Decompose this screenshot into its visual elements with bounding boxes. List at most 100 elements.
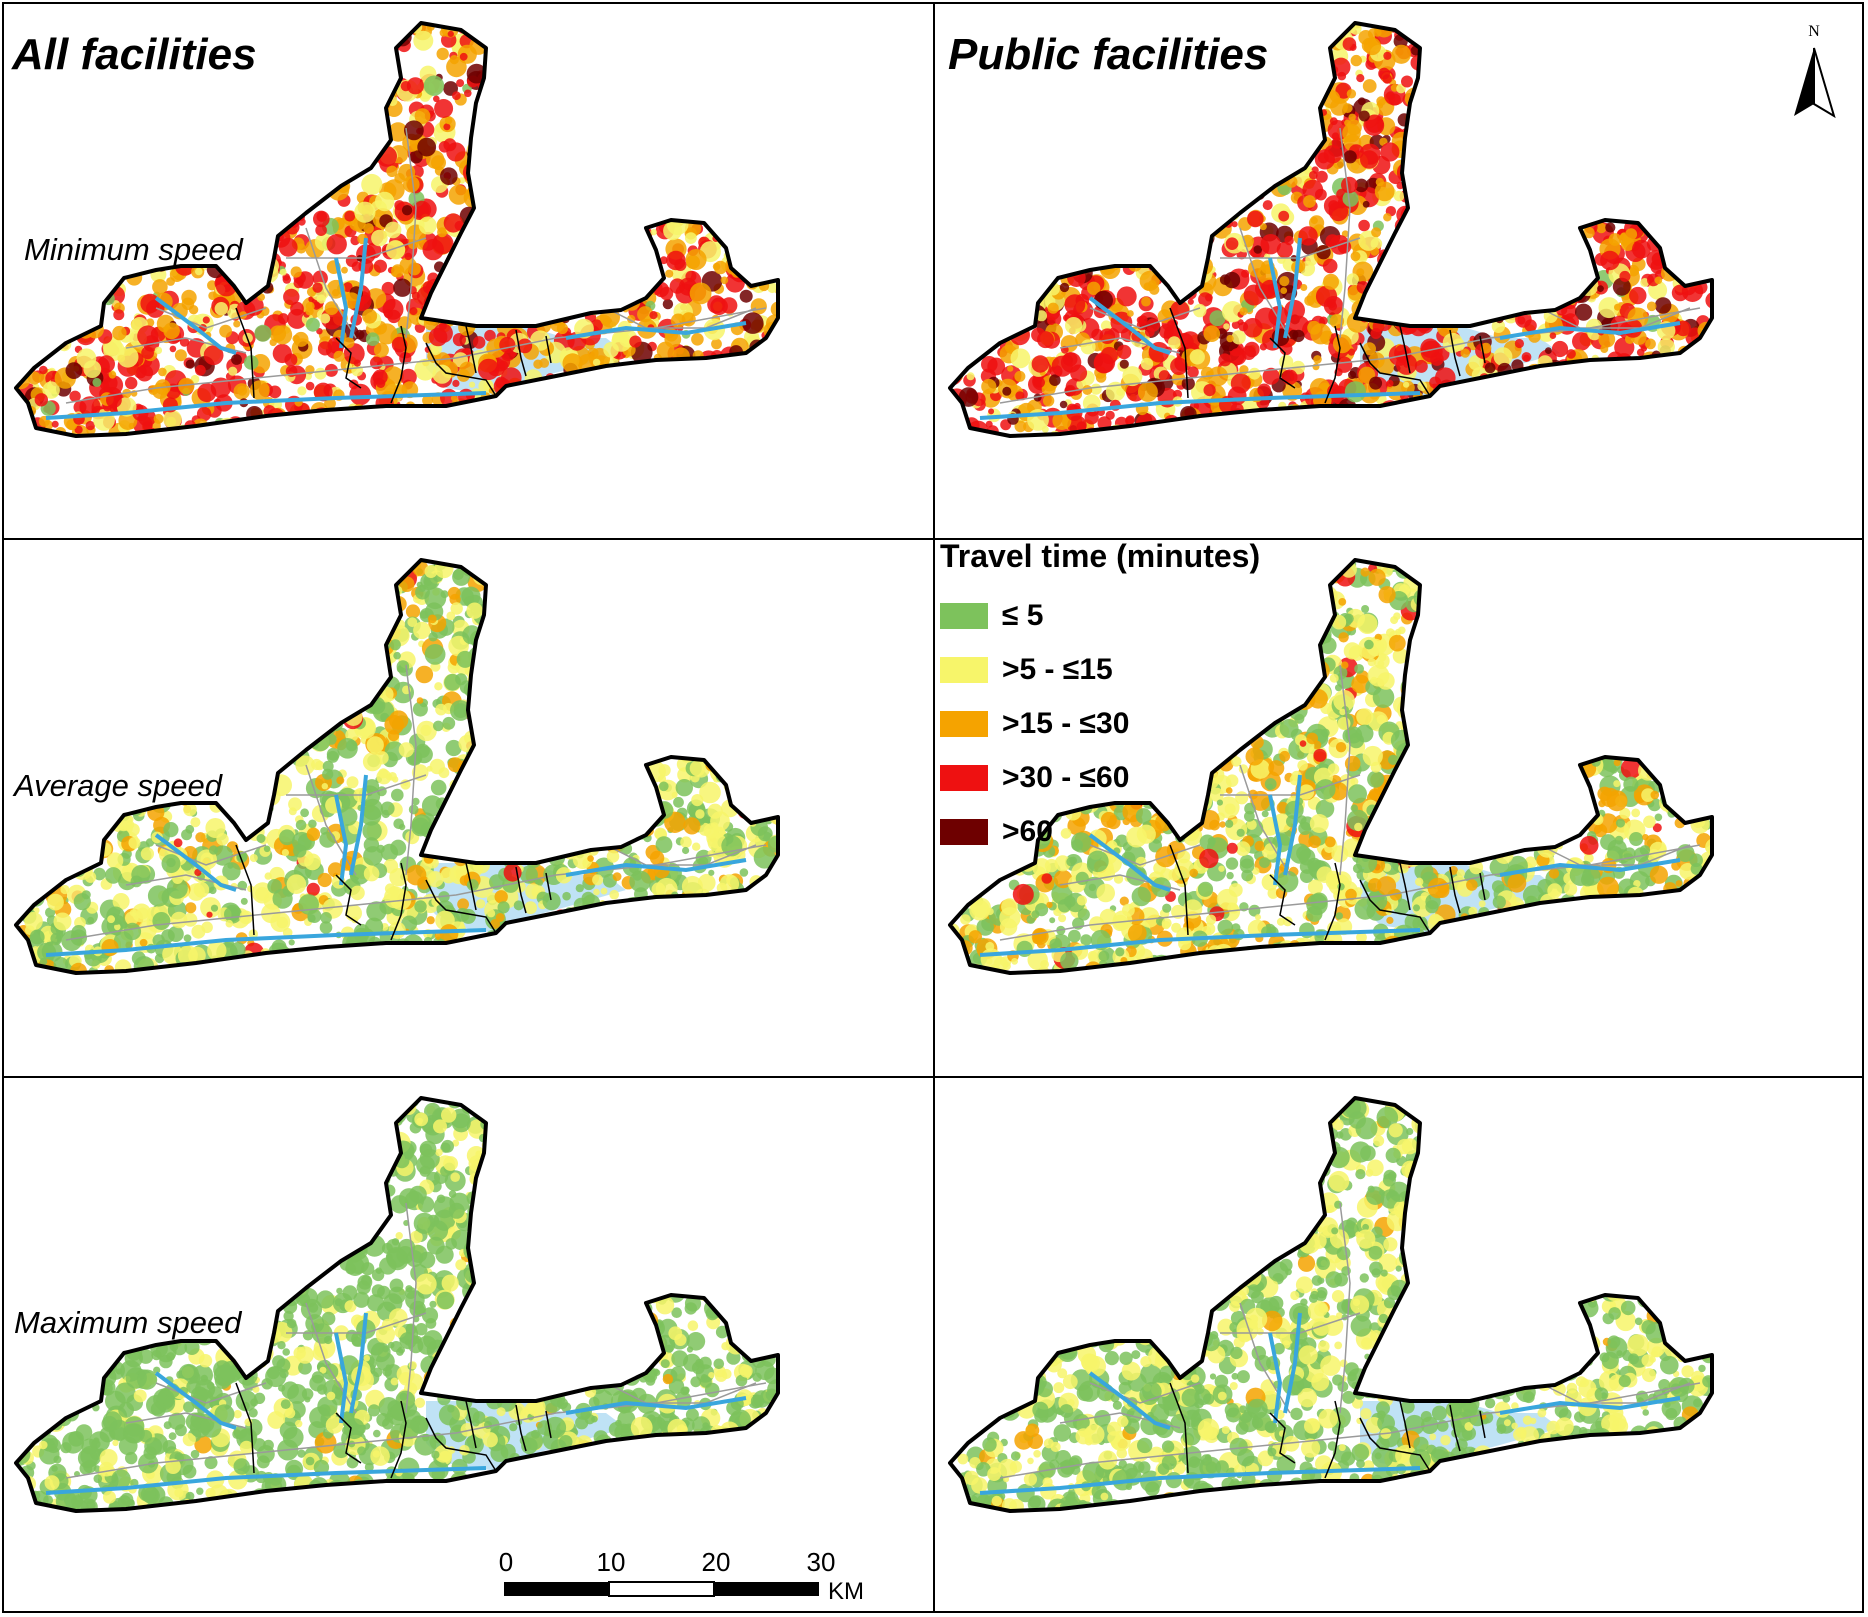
travel-time-cell (703, 33, 720, 50)
travel-time-cell (1662, 86, 1684, 107)
travel-time-cell (752, 175, 760, 184)
travel-time-cell (1617, 429, 1629, 436)
travel-time-cell (1658, 33, 1668, 43)
travel-time-cell (1235, 100, 1243, 108)
travel-time-cell (744, 421, 752, 429)
travel-time-cell (585, 214, 595, 224)
travel-time-cell (592, 119, 603, 129)
travel-time-cell (1133, 123, 1141, 131)
travel-time-cell (772, 431, 778, 436)
travel-time-cell (509, 162, 516, 170)
travel-time-cell (950, 292, 959, 308)
travel-time-cell (346, 75, 364, 94)
travel-time-cell (152, 279, 168, 295)
travel-time-cell (375, 26, 397, 48)
travel-time-cell (222, 427, 232, 436)
travel-time-cell (1614, 303, 1621, 311)
travel-time-cell (297, 386, 307, 396)
travel-time-cell (1471, 221, 1493, 243)
lga-boundary (465, 325, 477, 374)
travel-time-cell (1491, 160, 1499, 167)
travel-time-cell (749, 388, 768, 406)
travel-time-cell (65, 97, 79, 112)
travel-time-cell (89, 104, 111, 126)
travel-time-cell (1453, 176, 1474, 197)
travel-time-cell (170, 100, 188, 119)
travel-time-cell (962, 99, 982, 120)
travel-time-cell (256, 201, 271, 217)
travel-time-cell (503, 423, 518, 436)
travel-time-cell (464, 312, 472, 320)
travel-time-cell (1636, 198, 1650, 212)
travel-time-cell (1461, 117, 1480, 136)
travel-time-cell (1122, 366, 1143, 387)
travel-time-cell (287, 308, 308, 329)
travel-time-cell (613, 102, 623, 112)
travel-time-cell (320, 83, 337, 100)
travel-time-cell (267, 426, 283, 436)
travel-time-cell (1599, 394, 1609, 404)
travel-time-cell (952, 149, 971, 168)
travel-time-cell (175, 143, 195, 163)
travel-time-cell (296, 415, 313, 431)
travel-time-cell (53, 142, 70, 160)
travel-time-cell (1309, 215, 1325, 231)
travel-time-cell (1323, 296, 1344, 316)
travel-time-cell (466, 272, 485, 290)
travel-time-cell (285, 76, 298, 90)
travel-time-cell (1440, 183, 1457, 201)
travel-time-cell (371, 229, 388, 247)
travel-time-cell (433, 95, 440, 103)
travel-time-cell (378, 72, 393, 86)
travel-time-cell (247, 261, 261, 274)
travel-time-cell (562, 154, 574, 166)
travel-time-cell (263, 69, 281, 87)
travel-time-cell (153, 130, 175, 152)
travel-time-cell (241, 202, 252, 212)
travel-time-cell (204, 168, 211, 175)
travel-time-cell (1534, 243, 1555, 264)
travel-time-cell (67, 316, 77, 325)
travel-time-cell (1408, 161, 1424, 176)
travel-time-cell (548, 279, 556, 286)
travel-time-cell (53, 143, 68, 158)
river-line (349, 237, 368, 339)
travel-time-cell (953, 194, 966, 207)
travel-time-cell (95, 203, 111, 218)
travel-time-cell (1094, 200, 1111, 216)
travel-time-cell (705, 49, 723, 67)
travel-time-cell (1014, 298, 1024, 308)
travel-time-cell (589, 97, 607, 116)
travel-time-cell (1172, 389, 1183, 399)
travel-time-cell (952, 311, 964, 323)
travel-time-cell (1193, 230, 1210, 247)
travel-time-cell (1505, 192, 1519, 206)
travel-time-cell (627, 98, 649, 119)
travel-time-cell (1625, 148, 1645, 168)
travel-time-cell (1575, 30, 1582, 38)
travel-time-cell (581, 284, 593, 296)
travel-time-cell (376, 23, 398, 42)
travel-time-cell (44, 152, 65, 173)
travel-time-cell (242, 137, 249, 145)
travel-time-cell (524, 115, 535, 126)
travel-time-cell (686, 76, 700, 89)
travel-time-cell (1519, 397, 1529, 407)
travel-time-cell (768, 58, 778, 70)
travel-time-cell (1325, 425, 1347, 436)
travel-time-cell (584, 260, 592, 268)
travel-time-cell (1549, 332, 1557, 340)
travel-time-cell (1442, 35, 1455, 48)
travel-time-cell (1504, 136, 1521, 153)
travel-time-cell (314, 367, 327, 380)
travel-time-cell (1475, 248, 1493, 265)
travel-time-cell (773, 358, 778, 367)
travel-time-cell (1418, 90, 1429, 100)
travel-time-cell (689, 282, 712, 305)
travel-time-cell (1144, 327, 1155, 337)
travel-time-cell (1651, 393, 1667, 409)
travel-time-cell (1062, 229, 1083, 250)
travel-time-cell (632, 82, 654, 104)
travel-time-cell (117, 346, 139, 368)
travel-time-cell (103, 155, 114, 166)
